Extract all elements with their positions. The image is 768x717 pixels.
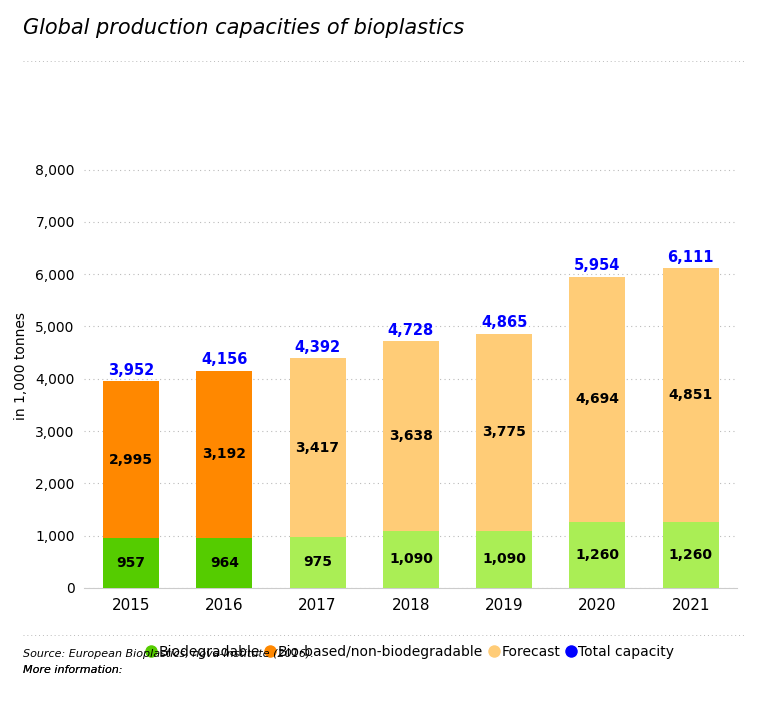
Text: 4,694: 4,694 bbox=[575, 392, 620, 407]
Text: 3,775: 3,775 bbox=[482, 425, 526, 440]
Text: Source: European Bioplastics, nova-Institute (2016).: Source: European Bioplastics, nova-Insti… bbox=[23, 649, 314, 659]
Text: 4,156: 4,156 bbox=[201, 353, 247, 367]
Text: Global production capacities of bioplastics: Global production capacities of bioplast… bbox=[23, 18, 465, 38]
Text: 1,090: 1,090 bbox=[482, 552, 526, 566]
Text: 4,728: 4,728 bbox=[388, 323, 434, 338]
Bar bbox=[103, 538, 159, 588]
Text: More information:: More information: bbox=[23, 665, 126, 675]
Bar bbox=[569, 522, 625, 588]
Text: 3,417: 3,417 bbox=[296, 440, 339, 455]
Text: 4,851: 4,851 bbox=[668, 388, 713, 402]
Bar bbox=[663, 522, 719, 588]
Bar bbox=[569, 277, 625, 522]
Legend: Biodegradable, Bio-based/non-biodegradable, Forecast, Total capacity: Biodegradable, Bio-based/non-biodegradab… bbox=[142, 640, 680, 665]
Bar bbox=[476, 531, 532, 588]
Text: 3,192: 3,192 bbox=[202, 447, 247, 461]
Bar bbox=[290, 537, 346, 588]
Bar bbox=[197, 371, 253, 538]
Text: More information:: More information: bbox=[23, 665, 126, 675]
Text: 4,392: 4,392 bbox=[295, 340, 341, 355]
Text: 2,995: 2,995 bbox=[109, 452, 153, 467]
Text: 957: 957 bbox=[117, 556, 146, 570]
Bar bbox=[476, 333, 532, 531]
Bar bbox=[290, 358, 346, 537]
Text: 5,954: 5,954 bbox=[574, 258, 621, 273]
Bar bbox=[663, 268, 719, 522]
Text: 1,260: 1,260 bbox=[669, 548, 713, 562]
Text: 6,111: 6,111 bbox=[667, 250, 714, 265]
Text: 1,090: 1,090 bbox=[389, 552, 433, 566]
Bar bbox=[197, 538, 253, 588]
Y-axis label: in 1,000 tonnes: in 1,000 tonnes bbox=[15, 312, 28, 419]
Text: 975: 975 bbox=[303, 556, 332, 569]
Text: 964: 964 bbox=[210, 556, 239, 570]
Text: 4,865: 4,865 bbox=[481, 315, 528, 331]
Bar bbox=[103, 381, 159, 538]
Text: 1,260: 1,260 bbox=[575, 548, 620, 562]
Text: 3,952: 3,952 bbox=[108, 363, 154, 378]
Text: 3,638: 3,638 bbox=[389, 429, 433, 443]
Bar bbox=[383, 531, 439, 588]
Bar bbox=[383, 341, 439, 531]
